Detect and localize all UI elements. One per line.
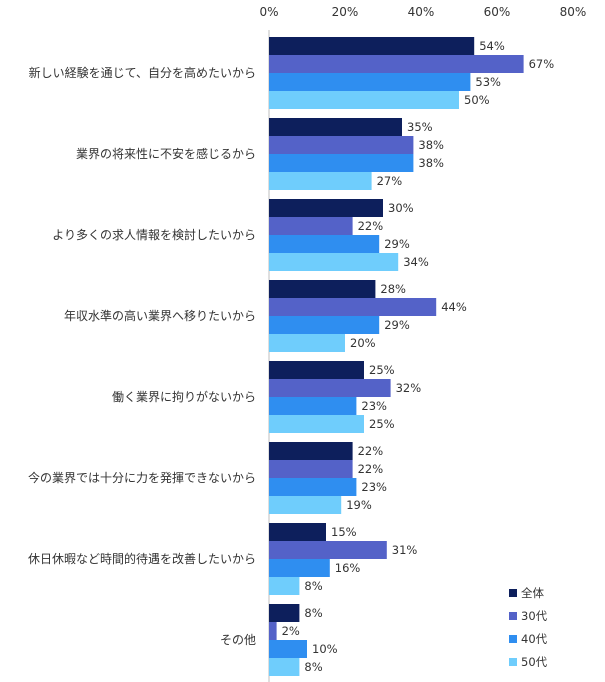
bar — [269, 460, 353, 478]
bar — [269, 334, 345, 352]
legend-swatch — [509, 658, 517, 666]
category-label: その他 — [220, 633, 256, 647]
bar — [269, 622, 277, 640]
data-label: 31% — [392, 543, 418, 557]
data-label: 35% — [407, 120, 433, 134]
data-label: 32% — [396, 381, 422, 395]
bar — [269, 172, 372, 190]
data-label: 15% — [331, 525, 357, 539]
category-labels: 新しい経験を通じて、自分を高めたいから業界の将来性に不安を感じるからより多くの求… — [28, 65, 256, 647]
category-label: 年収水準の高い業界へ移りたいから — [64, 308, 256, 323]
data-label: 25% — [369, 417, 395, 431]
category-label: 働く業界に拘りがないから — [112, 389, 256, 404]
data-label: 38% — [418, 156, 444, 170]
bar — [269, 91, 459, 109]
bars — [269, 37, 524, 676]
bar — [269, 217, 353, 235]
bar — [269, 118, 402, 136]
data-label: 23% — [361, 480, 387, 494]
bar — [269, 442, 353, 460]
data-label: 38% — [418, 138, 444, 152]
bar — [269, 280, 376, 298]
bar — [269, 559, 330, 577]
bar — [269, 658, 300, 676]
category-label: 休日休暇など時間的待遇を改善したいから — [28, 551, 256, 566]
category-label: 業界の将来性に不安を感じるから — [76, 146, 256, 161]
data-label: 67% — [529, 57, 555, 71]
x-tick-label: 60% — [484, 5, 511, 19]
bar — [269, 73, 471, 91]
legend: 全体 30代 40代 50代 — [509, 586, 548, 669]
data-label: 34% — [403, 255, 429, 269]
legend-label: 全体 — [521, 586, 544, 600]
category-label: 新しい経験を通じて、自分を高めたいから — [29, 65, 256, 80]
legend-swatch — [509, 635, 517, 643]
category-label: より多くの求人情報を検討したいから — [52, 227, 256, 242]
legend-label: 30代 — [521, 609, 548, 623]
data-label: 53% — [475, 75, 501, 89]
bar — [269, 604, 300, 622]
bar — [269, 361, 364, 379]
bar — [269, 415, 364, 433]
x-tick-label: 0% — [259, 5, 278, 19]
data-label: 29% — [384, 318, 410, 332]
bar — [269, 154, 414, 172]
data-label: 54% — [479, 39, 505, 53]
bar — [269, 541, 387, 559]
bar — [269, 37, 475, 55]
data-label: 8% — [304, 606, 322, 620]
data-label: 8% — [304, 660, 322, 674]
data-label: 27% — [377, 174, 403, 188]
data-label: 22% — [358, 462, 384, 476]
bar — [269, 136, 414, 154]
bar — [269, 199, 383, 217]
data-label: 50% — [464, 93, 490, 107]
category-label: 今の業界では十分に力を発揮できないから — [28, 470, 256, 485]
legend-swatch — [509, 612, 517, 620]
data-label: 22% — [358, 219, 384, 233]
legend-label: 50代 — [521, 655, 548, 669]
bar — [269, 640, 307, 658]
bar — [269, 379, 391, 397]
x-tick-label: 40% — [408, 5, 435, 19]
data-label: 25% — [369, 363, 395, 377]
data-label: 22% — [358, 444, 384, 458]
data-label: 16% — [335, 561, 361, 575]
x-tick-label: 80% — [560, 5, 587, 19]
data-label: 2% — [282, 624, 300, 638]
x-axis-ticks: 0% 20% 40% 60% 80% — [259, 5, 586, 19]
bar — [269, 298, 437, 316]
data-label: 23% — [361, 399, 387, 413]
legend-swatch — [509, 589, 517, 597]
bar — [269, 478, 357, 496]
x-tick-label: 20% — [332, 5, 359, 19]
data-label: 44% — [441, 300, 467, 314]
data-label: 20% — [350, 336, 376, 350]
bar — [269, 55, 524, 73]
bar — [269, 577, 300, 595]
data-label: 29% — [384, 237, 410, 251]
bar — [269, 235, 380, 253]
legend-label: 40代 — [521, 632, 548, 646]
bar — [269, 316, 380, 334]
bar — [269, 523, 326, 541]
data-label: 19% — [346, 498, 372, 512]
data-label: 8% — [304, 579, 322, 593]
data-label: 30% — [388, 201, 414, 215]
data-label: 10% — [312, 642, 338, 656]
bar — [269, 496, 342, 514]
bar — [269, 253, 399, 271]
data-label: 28% — [380, 282, 406, 296]
bar — [269, 397, 357, 415]
data-labels: 54%67%53%50%35%38%38%27%30%22%29%34%28%4… — [282, 39, 555, 674]
